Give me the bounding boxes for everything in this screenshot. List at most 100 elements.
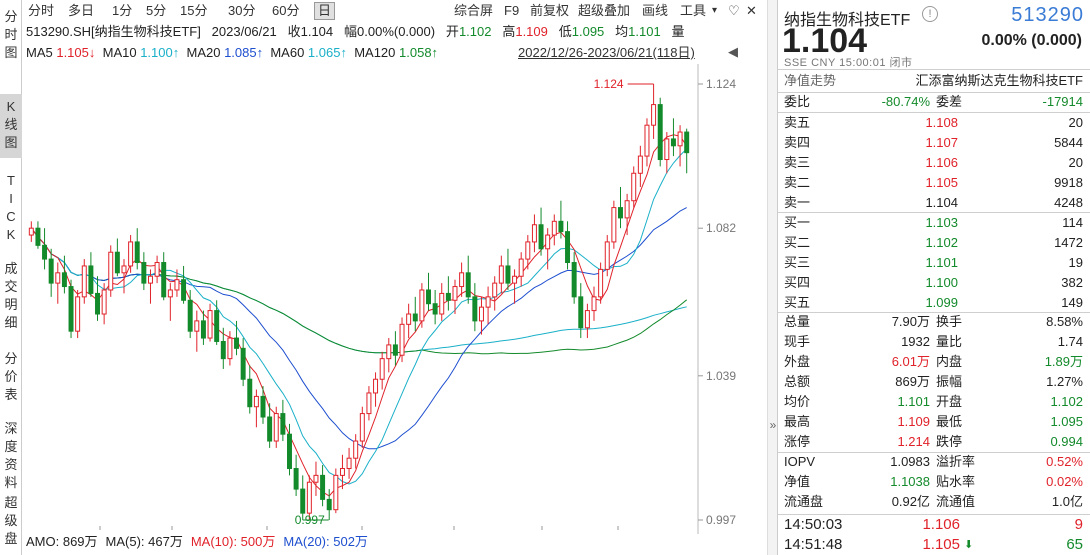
candle-body-75[interactable] — [525, 241, 531, 260]
candle-body-19[interactable] — [154, 262, 160, 277]
date-range[interactable]: 2022/12/26-2023/06/21(118日) — [518, 45, 695, 60]
nav-trend-link[interactable]: 净值走势 — [784, 73, 837, 88]
side-tab-1[interactable]: K 线 图 — [0, 94, 22, 158]
candle-body-77[interactable] — [538, 224, 544, 250]
candle-body-93[interactable] — [644, 124, 650, 157]
candle-body-10[interactable] — [95, 292, 100, 315]
candle-body-60[interactable] — [426, 289, 431, 305]
candle-body-36[interactable] — [267, 416, 273, 442]
candle-body-28[interactable] — [214, 310, 220, 342]
menu-dropdown-icon[interactable]: ▾ — [712, 5, 718, 16]
candle-body-78[interactable] — [545, 234, 551, 250]
candle-body-50[interactable] — [359, 413, 365, 442]
candle-body-53[interactable] — [379, 358, 385, 380]
candle-body-21[interactable] — [167, 289, 173, 298]
period-2[interactable]: 1分 — [112, 3, 133, 18]
candle-body-29[interactable] — [220, 340, 226, 360]
collapse-icon[interactable]: » — [769, 418, 777, 432]
ask-row[interactable]: 卖二 1.105 9918 — [778, 173, 1090, 193]
candle-body-52[interactable] — [373, 378, 379, 394]
candle-body-49[interactable] — [353, 440, 359, 459]
candle-body-95[interactable] — [657, 104, 663, 161]
candle-body-99[interactable] — [684, 131, 690, 154]
candle-body-86[interactable] — [598, 268, 604, 298]
side-tab-4[interactable]: 分 价 表 — [4, 351, 18, 402]
bid-row[interactable]: 买一 1.103 114 — [778, 213, 1090, 233]
candle-body-25[interactable] — [194, 320, 200, 332]
candle-body-17[interactable] — [141, 262, 147, 284]
candle-body-84[interactable] — [584, 310, 590, 329]
candle-body-80[interactable] — [558, 220, 564, 233]
candle-body-90[interactable] — [624, 200, 630, 219]
candle-body-2[interactable] — [42, 244, 48, 260]
candle-body-56[interactable] — [399, 323, 405, 356]
candle-body-31[interactable] — [234, 337, 240, 349]
candle-body-40[interactable] — [293, 468, 299, 490]
candle-body-83[interactable] — [578, 296, 584, 329]
candle-body-4[interactable] — [55, 272, 61, 284]
ask-row[interactable]: 卖五 1.108 20 — [778, 113, 1090, 133]
candle-body-12[interactable] — [108, 251, 114, 291]
candle-body-3[interactable] — [48, 258, 54, 284]
candle-body-7[interactable] — [75, 296, 81, 332]
candle-body-14[interactable] — [121, 265, 127, 274]
candle-body-41[interactable] — [300, 488, 306, 514]
ask-row[interactable]: 卖三 1.106 20 — [778, 153, 1090, 173]
side-tab-6[interactable]: 超 级 盘 — [4, 495, 18, 546]
candle-body-26[interactable] — [200, 320, 206, 339]
info-icon[interactable]: ! — [922, 6, 938, 22]
candle-body-0[interactable] — [28, 227, 34, 236]
candle-body-82[interactable] — [571, 262, 577, 298]
candle-body-44[interactable] — [320, 474, 326, 500]
candle-body-79[interactable] — [551, 220, 557, 236]
candle-body-46[interactable] — [333, 474, 339, 511]
candle-body-91[interactable] — [631, 172, 637, 202]
candle-body-71[interactable] — [498, 265, 504, 284]
candle-body-73[interactable] — [512, 275, 518, 284]
candle-body-67[interactable] — [472, 296, 478, 322]
candle-body-24[interactable] — [187, 299, 193, 332]
side-tab-0[interactable]: 分 时 图 — [4, 9, 18, 60]
candle-body-48[interactable] — [346, 457, 352, 470]
candle-body-45[interactable] — [326, 498, 332, 511]
candle-body-66[interactable] — [465, 272, 471, 298]
tool-2[interactable]: 前复权 — [530, 3, 570, 18]
candle-body-6[interactable] — [68, 286, 74, 332]
bid-row[interactable]: 买二 1.102 1472 — [778, 233, 1090, 253]
candle-body-70[interactable] — [492, 282, 498, 298]
period-1[interactable]: 多日 — [68, 3, 95, 18]
ask-row[interactable]: 卖一 1.104 4248 — [778, 193, 1090, 213]
candle-body-30[interactable] — [227, 337, 233, 360]
tool-4[interactable]: 画线 — [642, 3, 669, 18]
candle-body-58[interactable] — [412, 313, 418, 322]
candle-body-35[interactable] — [260, 395, 266, 418]
candle-body-64[interactable] — [452, 286, 458, 301]
panel-collapse-strip[interactable]: » — [767, 0, 777, 555]
candle-body-22[interactable] — [174, 279, 180, 291]
candle-body-88[interactable] — [611, 207, 617, 243]
bid-row[interactable]: 买四 1.100 382 — [778, 273, 1090, 293]
candle-body-81[interactable] — [565, 231, 571, 264]
period-6[interactable]: 60分 — [272, 3, 300, 18]
candle-body-89[interactable] — [618, 207, 623, 219]
candle-body-43[interactable] — [313, 474, 319, 483]
candle-body-85[interactable] — [591, 296, 597, 312]
tool-0[interactable]: 综合屏 — [454, 3, 494, 18]
candle-body-1[interactable] — [35, 227, 41, 246]
candle-body-51[interactable] — [366, 392, 372, 415]
candle-body-13[interactable] — [114, 251, 120, 274]
candle-body-61[interactable] — [432, 303, 438, 315]
candle-body-96[interactable] — [664, 138, 670, 161]
candle-body-8[interactable] — [81, 265, 87, 298]
candle-body-74[interactable] — [518, 258, 524, 277]
tool-1[interactable]: F9 — [504, 3, 520, 18]
period-3[interactable]: 5分 — [146, 3, 167, 18]
favorite-icon[interactable]: ♡ — [728, 3, 740, 18]
candle-body-76[interactable] — [531, 224, 537, 243]
candle-body-92[interactable] — [637, 155, 643, 174]
candle-body-65[interactable] — [459, 272, 465, 288]
candle-body-11[interactable] — [101, 289, 107, 315]
candle-body-69[interactable] — [485, 296, 491, 308]
side-tab-2[interactable]: T I C K — [6, 173, 16, 242]
period-7[interactable]: 日 — [314, 2, 336, 20]
